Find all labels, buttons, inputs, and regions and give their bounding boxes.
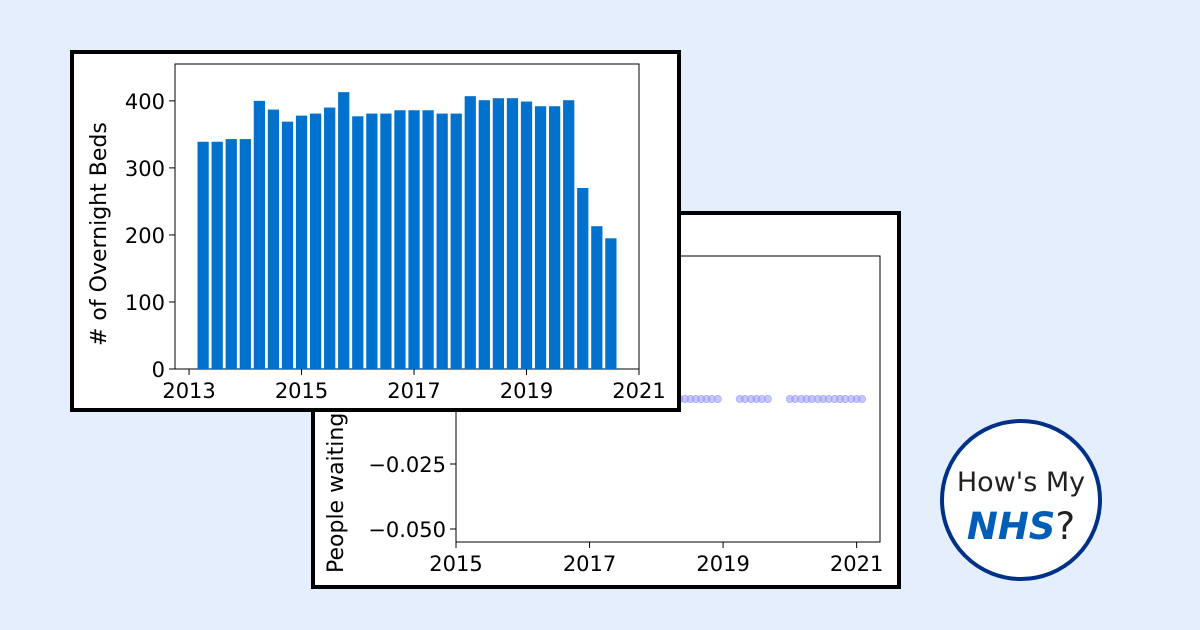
- logo-text-nhs: NHS: [966, 505, 1056, 548]
- y-tick-label: −0.050: [368, 518, 446, 542]
- bar: [394, 110, 406, 369]
- bar: [422, 110, 434, 369]
- scatter-point: [857, 394, 866, 403]
- bar: [436, 113, 448, 369]
- logo-text-hows-my: How's My: [956, 467, 1086, 498]
- scatter-point: [763, 394, 772, 403]
- y-tick-label: 200: [125, 224, 165, 248]
- bar: [324, 107, 336, 369]
- hows-my-nhs-logo: How's My NHS?: [940, 419, 1102, 581]
- bar: [450, 113, 462, 369]
- x-axis-ticks: 2015 2017 2019 2021: [429, 542, 883, 576]
- bar: [506, 98, 519, 369]
- y-tick-label: 400: [125, 90, 165, 114]
- bar: [267, 109, 280, 369]
- bar: [591, 226, 603, 369]
- bar: [239, 139, 251, 369]
- x-tick-label: 2017: [563, 552, 616, 576]
- beds-chart-card: 2013 2015 2017 2019 2021 0 100 200 300 400 # of …: [70, 50, 681, 412]
- y-tick-label: 300: [125, 157, 165, 181]
- y-tick-label: 100: [125, 291, 165, 315]
- bar: [366, 113, 378, 369]
- x-tick-label: 2021: [612, 379, 665, 403]
- bar: [464, 96, 476, 370]
- bars: [197, 92, 617, 370]
- x-tick-label: 2019: [500, 379, 553, 403]
- bar: [520, 101, 533, 369]
- bar: [253, 100, 265, 369]
- bar: [478, 100, 490, 369]
- bar: [225, 139, 237, 369]
- y-tick-label: 0: [152, 358, 165, 382]
- bar: [380, 113, 392, 369]
- logo-question-mark: ?: [1055, 505, 1076, 548]
- x-tick-label: 2019: [696, 552, 749, 576]
- x-tick-label: 2021: [830, 552, 883, 576]
- plot-area: [174, 63, 640, 370]
- y-axis-label: People waiting: [324, 413, 349, 573]
- bar: [295, 115, 308, 369]
- bar: [338, 92, 350, 370]
- beds-bar-chart: 2013 2015 2017 2019 2021 0 100 200 300 400 # of …: [87, 63, 666, 403]
- x-axis-ticks: 2013 2015 2017 2019 2021: [162, 369, 666, 403]
- bar: [549, 106, 561, 370]
- bar: [408, 110, 420, 369]
- scatter-point: [713, 394, 722, 403]
- bar: [352, 116, 364, 369]
- bar: [211, 141, 223, 369]
- bar: [309, 113, 322, 369]
- bar: [281, 121, 294, 370]
- bar: [534, 106, 547, 370]
- bar: [577, 188, 589, 369]
- x-tick-label: 2015: [429, 552, 482, 576]
- x-tick-label: 2017: [387, 379, 440, 403]
- bar: [563, 100, 575, 369]
- x-tick-label: 2015: [275, 379, 328, 403]
- y-axis-ticks: 0 100 200 300 400: [125, 90, 175, 382]
- bar: [197, 141, 209, 369]
- bar: [605, 238, 617, 369]
- y-axis-label: # of Overnight Beds: [87, 122, 112, 346]
- logo-text-nhs-line: NHS?: [944, 505, 1098, 548]
- y-tick-label: −0.025: [368, 453, 446, 477]
- y-axis-ticks: −0.050 −0.025: [368, 453, 456, 542]
- x-tick-label: 2013: [162, 379, 215, 403]
- bar: [492, 98, 505, 369]
